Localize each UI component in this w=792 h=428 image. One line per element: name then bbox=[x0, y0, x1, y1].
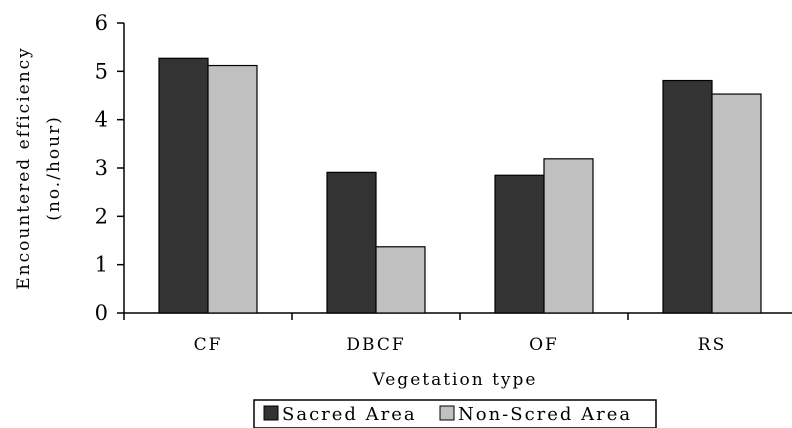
legend: Sacred Area Non-Scred Area bbox=[253, 399, 657, 428]
x-tick-label: OF bbox=[529, 335, 559, 355]
x-tick-label: DBCF bbox=[346, 335, 405, 355]
bar-non-scred-area-rs bbox=[711, 93, 762, 314]
bar-non-scred-area-cf bbox=[207, 64, 258, 314]
legend-label-non-scred-area: Non-Scred Area bbox=[458, 404, 632, 425]
y-axis-title: Encountered efficiency (no./hour) bbox=[14, 46, 64, 290]
y-tick-label: 1 bbox=[95, 253, 108, 277]
bar-sacred-area-dbcf bbox=[326, 171, 377, 314]
y-tick-label: 4 bbox=[95, 108, 108, 132]
y-tick-label: 6 bbox=[95, 11, 108, 35]
bar-non-scred-area-of bbox=[543, 158, 594, 314]
bar-sacred-area-cf bbox=[158, 57, 209, 314]
y-tick-label: 3 bbox=[95, 156, 108, 180]
y-tick-label: 5 bbox=[95, 59, 108, 83]
legend-swatch-non-scred-area bbox=[439, 405, 455, 421]
plot-area: 0 1 2 3 4 5 6 CF DBCF OF RS bbox=[95, 11, 792, 355]
bar-sacred-area-rs bbox=[662, 79, 713, 314]
bar-non-scred-area-dbcf bbox=[375, 246, 426, 314]
y-tick-label: 0 bbox=[95, 301, 108, 325]
x-tick-label: RS bbox=[698, 335, 726, 355]
x-tick-label: CF bbox=[194, 335, 223, 355]
y-axis-title-line-1: Encountered efficiency bbox=[14, 46, 34, 290]
legend-label-sacred-area: Sacred Area bbox=[282, 404, 417, 425]
bar-sacred-area-of bbox=[494, 174, 545, 314]
legend-swatch-sacred-area bbox=[263, 405, 279, 421]
legend-frame bbox=[253, 399, 657, 428]
y-tick-label: 2 bbox=[95, 204, 108, 228]
x-axis-title: Vegetation type bbox=[372, 370, 538, 390]
y-axis-title-line-2: (no./hour) bbox=[44, 115, 64, 221]
